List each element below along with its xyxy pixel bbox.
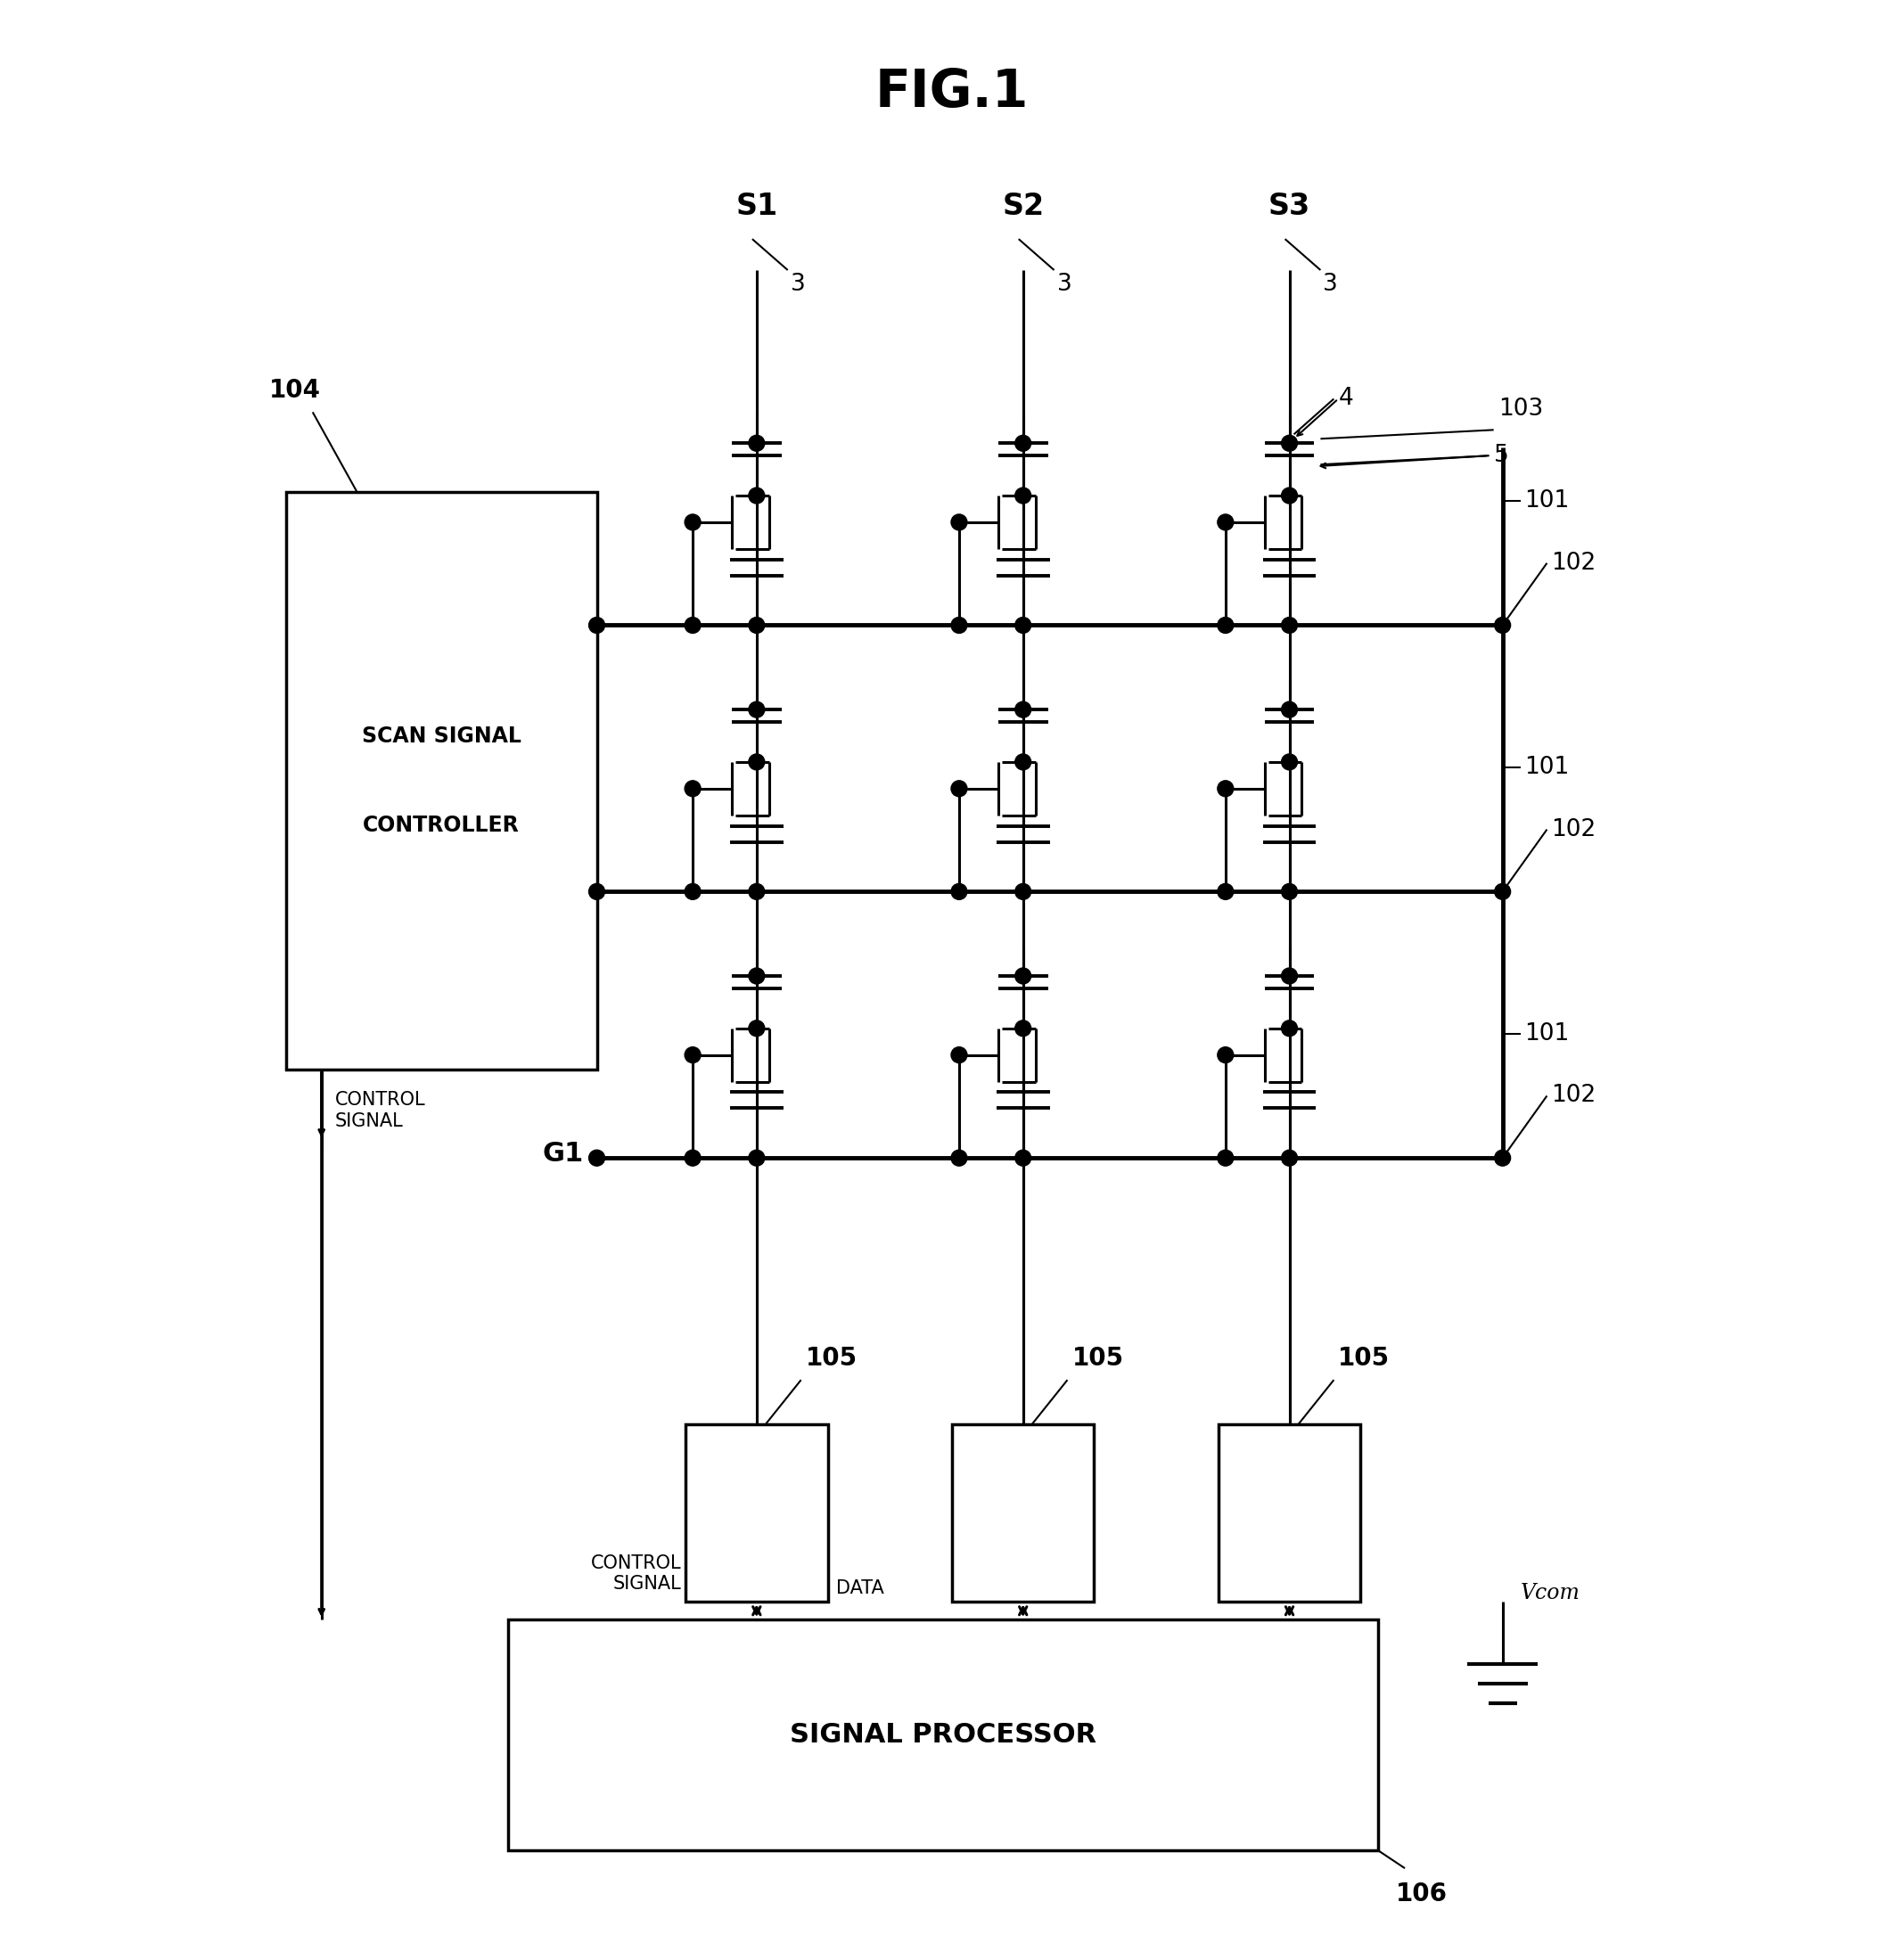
Text: S2: S2 (1002, 192, 1043, 222)
Circle shape (952, 781, 967, 797)
Circle shape (748, 435, 765, 451)
Circle shape (685, 884, 701, 900)
Text: DATA: DATA (836, 1580, 885, 1597)
Circle shape (588, 1150, 605, 1166)
Text: G2: G2 (543, 874, 583, 900)
Circle shape (748, 754, 765, 769)
Circle shape (1217, 1047, 1234, 1063)
Circle shape (1217, 618, 1234, 633)
Circle shape (1015, 488, 1032, 503)
FancyBboxPatch shape (952, 1424, 1095, 1601)
Text: FIG.1: FIG.1 (876, 68, 1028, 119)
Circle shape (748, 884, 765, 900)
Text: SCAN SIGNAL: SCAN SIGNAL (362, 725, 522, 746)
Circle shape (1217, 515, 1234, 530)
Circle shape (1015, 618, 1032, 633)
Text: 3: 3 (790, 272, 805, 295)
Circle shape (1495, 884, 1510, 900)
Circle shape (952, 618, 967, 633)
Circle shape (1015, 1150, 1032, 1166)
Circle shape (1281, 1020, 1297, 1036)
Circle shape (1015, 968, 1032, 983)
FancyBboxPatch shape (1219, 1424, 1361, 1601)
Text: G3: G3 (543, 608, 583, 633)
Text: CONTROL
SIGNAL: CONTROL SIGNAL (335, 1092, 425, 1131)
Circle shape (685, 1150, 701, 1166)
Text: 101: 101 (1525, 490, 1569, 513)
Text: CONTROL
SIGNAL: CONTROL SIGNAL (590, 1554, 682, 1593)
Text: 105: 105 (1339, 1346, 1390, 1372)
Text: 5: 5 (1493, 445, 1508, 466)
FancyBboxPatch shape (508, 1620, 1378, 1850)
FancyBboxPatch shape (286, 492, 596, 1069)
Circle shape (1281, 1150, 1297, 1166)
Circle shape (1281, 968, 1297, 983)
Circle shape (1495, 1150, 1510, 1166)
Circle shape (748, 701, 765, 717)
Text: S1: S1 (735, 192, 777, 222)
Circle shape (1281, 884, 1297, 900)
Circle shape (685, 515, 701, 530)
Circle shape (588, 618, 605, 633)
Circle shape (1015, 754, 1032, 769)
Circle shape (1217, 781, 1234, 797)
Circle shape (748, 1020, 765, 1036)
Text: 3: 3 (1057, 272, 1072, 295)
Text: Vcom: Vcom (1519, 1584, 1580, 1603)
Text: S3: S3 (1268, 192, 1310, 222)
Circle shape (748, 488, 765, 503)
Circle shape (952, 1150, 967, 1166)
Circle shape (685, 781, 701, 797)
Circle shape (952, 1047, 967, 1063)
Circle shape (1281, 701, 1297, 717)
Circle shape (1015, 435, 1032, 451)
Text: 3: 3 (1323, 272, 1339, 295)
Circle shape (588, 884, 605, 900)
Circle shape (748, 968, 765, 983)
Circle shape (1217, 1150, 1234, 1166)
Text: 103: 103 (1498, 398, 1542, 422)
Text: 105: 105 (805, 1346, 857, 1372)
Text: 4: 4 (1339, 387, 1354, 410)
Text: 102: 102 (1552, 818, 1596, 841)
Circle shape (685, 618, 701, 633)
Text: 101: 101 (1525, 1022, 1569, 1045)
Text: 101: 101 (1525, 756, 1569, 779)
Circle shape (1015, 701, 1032, 717)
Circle shape (1281, 754, 1297, 769)
Circle shape (1217, 884, 1234, 900)
Circle shape (1015, 884, 1032, 900)
Text: 105: 105 (1072, 1346, 1123, 1372)
Circle shape (685, 1047, 701, 1063)
Circle shape (748, 1150, 765, 1166)
Text: 102: 102 (1552, 552, 1596, 575)
Text: SIGNAL PROCESSOR: SIGNAL PROCESSOR (790, 1721, 1097, 1749)
Text: 102: 102 (1552, 1084, 1596, 1108)
Text: 104: 104 (268, 379, 320, 404)
Circle shape (1281, 618, 1297, 633)
Circle shape (952, 515, 967, 530)
Circle shape (952, 884, 967, 900)
Circle shape (1281, 488, 1297, 503)
FancyBboxPatch shape (685, 1424, 828, 1601)
Circle shape (1015, 1020, 1032, 1036)
Text: 106: 106 (1396, 1881, 1447, 1906)
Circle shape (1495, 618, 1510, 633)
Text: CONTROLLER: CONTROLLER (364, 814, 520, 835)
Circle shape (748, 618, 765, 633)
Text: G1: G1 (543, 1141, 583, 1166)
Circle shape (1281, 435, 1297, 451)
